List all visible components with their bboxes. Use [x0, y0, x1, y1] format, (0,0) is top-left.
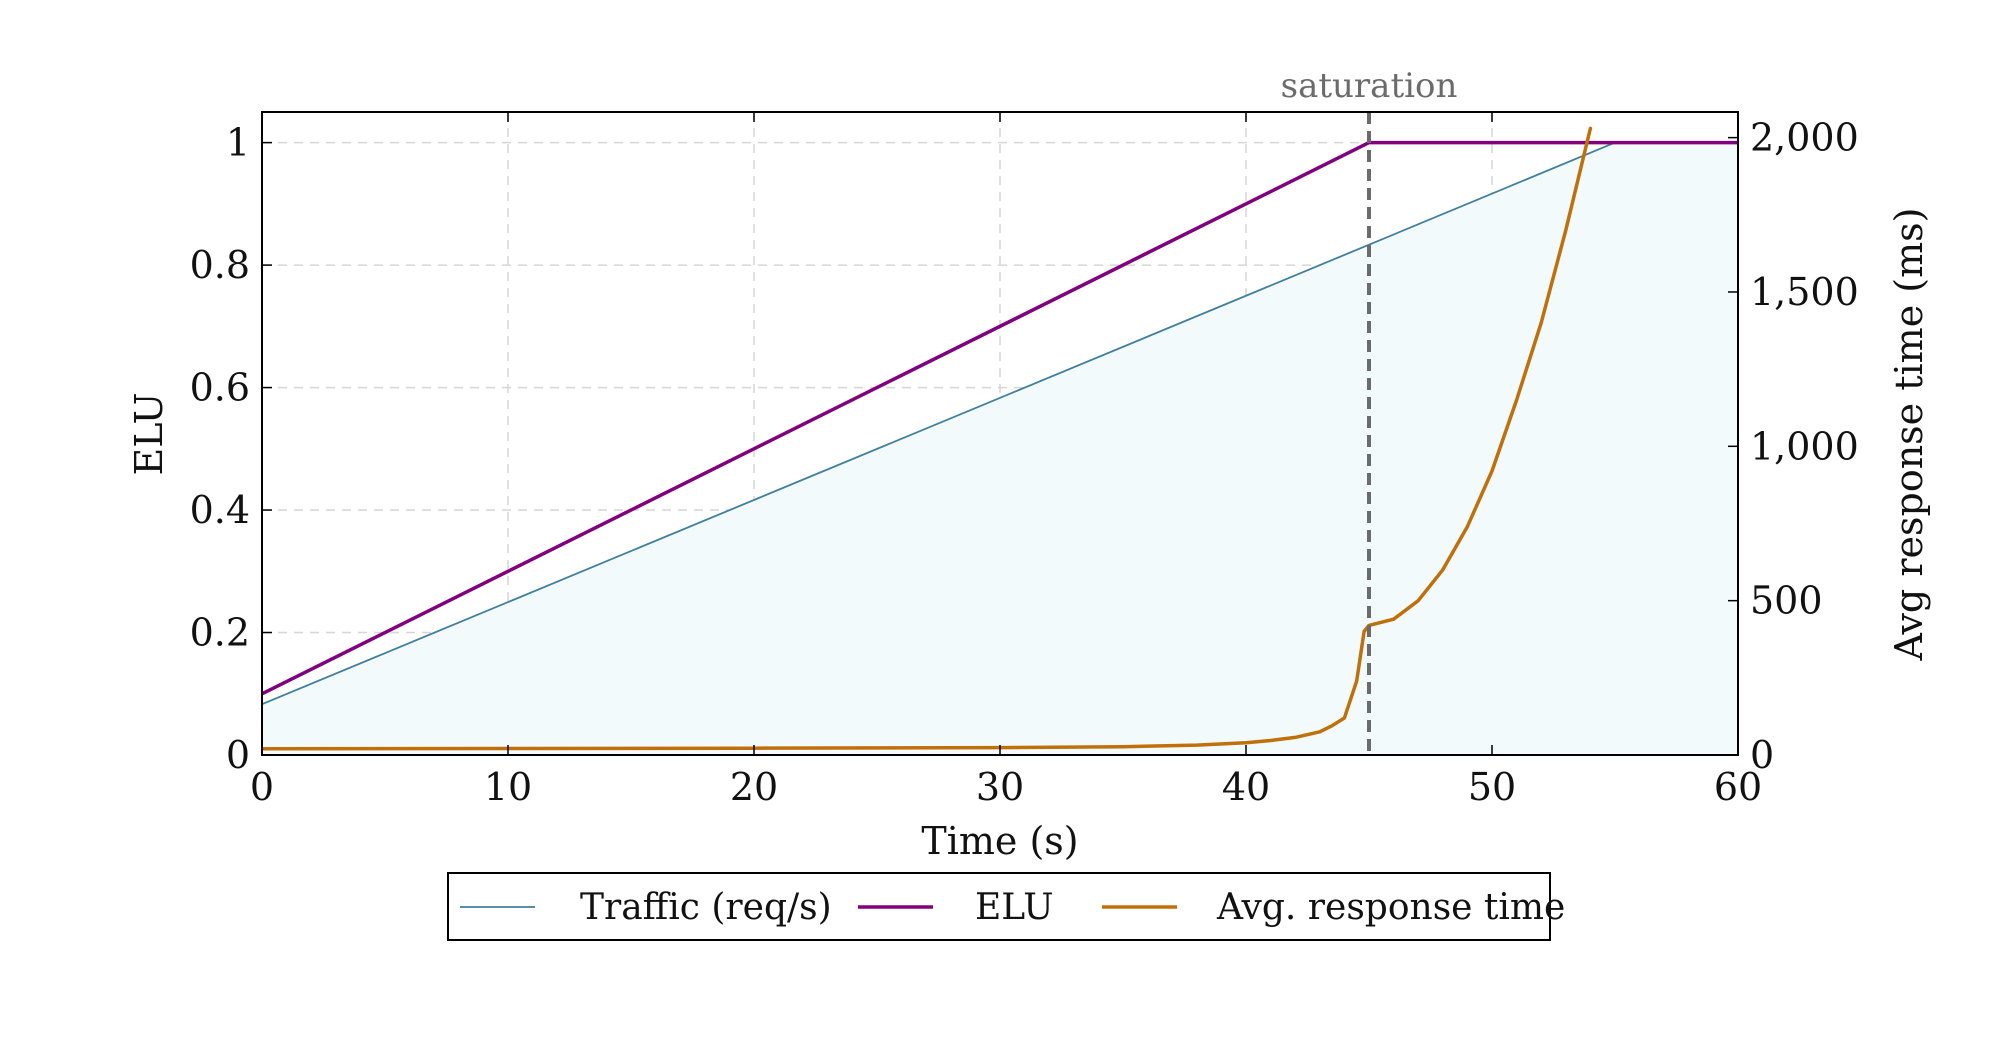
y-right-tick-label: 0	[1750, 733, 1774, 777]
y-left-tick-label: 0.2	[190, 611, 250, 655]
legend-box	[447, 872, 1551, 941]
y-right-tick-label: 1,000	[1750, 424, 1859, 468]
y-left-tick-label: 0.4	[190, 488, 250, 532]
x-tick-label: 10	[484, 765, 532, 809]
series-area-0	[262, 142, 1738, 755]
y-right-tick-label: 2,000	[1750, 116, 1859, 160]
y-right-tick-label: 500	[1750, 579, 1823, 623]
fill-layer	[262, 142, 1738, 755]
ticks: 0 10 20 30 40 50 6000.20.40.60.8105001,0001,50…	[190, 112, 1859, 809]
x-tick-label: 30	[976, 765, 1024, 809]
x-tick-label: 60	[1714, 765, 1762, 809]
y-left-tick-label: 0.8	[190, 243, 250, 287]
series-line-2	[262, 126, 1593, 751]
legend-label-2: Avg. response time	[1216, 887, 1565, 928]
legend-label-1: ELU	[975, 887, 1054, 928]
x-tick-label: 0	[250, 765, 274, 809]
y-right-tick-label: 1,500	[1750, 270, 1859, 314]
legend: Traffic (req/s) ELU Avg. response time	[447, 872, 1565, 941]
annotation-layer: saturation	[1281, 66, 1458, 755]
y-left-tick-label: 0	[226, 733, 250, 777]
x-tick-label: 50	[1468, 765, 1516, 809]
legend-label-0: Traffic (req/s)	[580, 887, 832, 928]
x-axis-title: Time (s)	[921, 819, 1078, 863]
y-axis-left-title: ELU	[127, 393, 171, 476]
x-tick-label: 20	[730, 765, 778, 809]
saturation-label: saturation	[1281, 66, 1458, 106]
x-tick-label: 40	[1222, 765, 1270, 809]
y-left-tick-label: 0.6	[190, 366, 250, 410]
y-left-tick-label: 1	[226, 121, 250, 165]
y-axis-right-title: Avg response time (ms)	[1887, 208, 1931, 662]
